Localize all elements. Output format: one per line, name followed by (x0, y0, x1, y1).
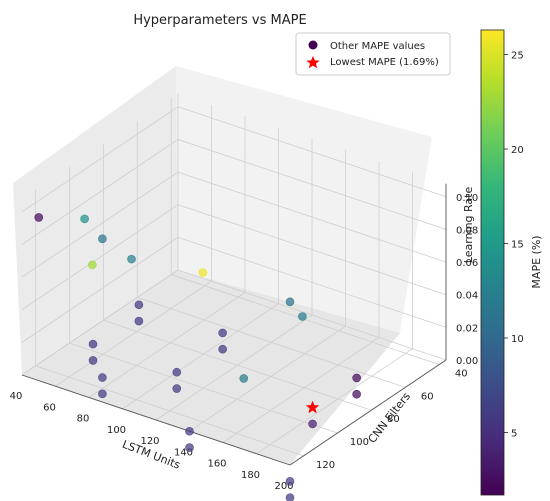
axis-line (289, 359, 447, 466)
colorbar-tick-label: 15 (511, 240, 524, 251)
grid-line (35, 365, 304, 457)
grid-line (21, 237, 179, 343)
scatter-point (88, 356, 98, 365)
grid-line (177, 171, 447, 263)
grid-line (177, 236, 447, 328)
x-tick-label: 200 (274, 481, 293, 492)
legend-label-lowest: Lowest MAPE (1.69%) (330, 57, 439, 68)
grid-line (177, 106, 447, 198)
grid-line (177, 269, 447, 361)
x-tick-label: 140 (174, 447, 193, 458)
y-tick-label: 40 (455, 369, 468, 380)
lowest-mape-star (305, 400, 320, 414)
y-tick-label: 120 (316, 460, 335, 471)
legend-frame (295, 32, 451, 76)
axis-lines (21, 183, 447, 466)
z-tick-label: 0.04 (456, 291, 478, 302)
x-tick-label: 100 (107, 425, 126, 436)
grid-line (21, 269, 179, 376)
scatter-points (34, 213, 361, 501)
scatter-point (98, 373, 107, 382)
legend-marker-lowest (306, 56, 320, 69)
scatter-point (218, 328, 227, 338)
grid-line (122, 303, 279, 410)
grid-line (256, 348, 413, 455)
colorbar-tick-label: 5 (511, 428, 517, 439)
scatter-point (185, 426, 194, 436)
grid-line (21, 171, 179, 278)
z-axis-label: Learning Rate (462, 187, 475, 264)
scatter-point (34, 213, 44, 222)
chart-title: Hyperparameters vs MAPE (133, 13, 306, 28)
x-tick-label: 160 (207, 459, 226, 470)
z-tick-label: 0.00 (456, 356, 478, 367)
axis-line (21, 374, 291, 466)
scatter-point (134, 316, 144, 326)
scatter-point (198, 268, 208, 277)
colorbar-tick-label: 10 (511, 334, 524, 345)
scatter-point (239, 374, 249, 383)
z-tick-label: 0.08 (456, 225, 478, 236)
scatter-point (352, 373, 361, 383)
tick-labels: 40 60 80 100 120 140 160 180 200 40 60 80 100 120 0.00… (10, 193, 479, 492)
z-tick-label: 0.06 (456, 258, 478, 269)
grid-line (103, 319, 372, 411)
scatter-point (218, 344, 227, 354)
scatter-point (172, 384, 182, 393)
colorbar-gradient (480, 29, 505, 496)
scatter-point (80, 214, 89, 224)
colorbar: 5 10 15 20 25 MAPE (%) (480, 29, 543, 496)
grid-line (155, 314, 313, 421)
legend: Other MAPE values Lowest MAPE (1.69%) (295, 32, 451, 76)
z-tick-label: 0.02 (456, 323, 478, 334)
grid-line (177, 204, 447, 296)
scatter-point (98, 234, 107, 244)
scatter-point (172, 367, 182, 377)
scatter-point (88, 260, 97, 270)
grid-line (69, 342, 338, 434)
colorbar-ticks: 5 10 15 20 25 (504, 51, 524, 439)
scatter-point (352, 389, 361, 399)
x-tick-label: 180 (241, 470, 260, 481)
scatter-point (298, 312, 307, 321)
grid-line (177, 139, 447, 230)
scatter-point (127, 254, 136, 264)
legend-marker-other (308, 40, 318, 50)
grid-line (55, 280, 212, 387)
scatter-point (134, 300, 144, 310)
x-tick-label: 120 (140, 436, 159, 447)
grid-line (21, 106, 179, 213)
legend-label-other: Other MAPE values (330, 41, 425, 52)
x-tick-label: 40 (10, 391, 23, 402)
y-tick-label: 100 (350, 437, 369, 448)
colorbar-tick-label: 20 (511, 145, 524, 156)
scatter-point (88, 339, 98, 349)
colorbar-label: MAPE (%) (530, 235, 543, 288)
scatter-point (308, 419, 317, 429)
x-tick-label: 80 (77, 414, 90, 425)
scatter-point (98, 389, 107, 399)
scatter-point (285, 477, 295, 486)
z-tick-label: 0.10 (456, 193, 478, 204)
scatter-point (185, 443, 194, 452)
y-tick-label: 60 (421, 391, 434, 402)
axes-panes (13, 66, 432, 465)
grid-line (21, 139, 179, 245)
grid-line (21, 204, 179, 311)
grid-line (222, 337, 380, 443)
x-tick-label: 60 (43, 402, 56, 413)
grid-line (88, 292, 246, 398)
pane-back-right (176, 66, 432, 333)
scatter-point (285, 297, 295, 307)
y-tick-label: 80 (387, 414, 400, 425)
grid-line (189, 325, 346, 432)
grid-line (137, 297, 406, 388)
scatter-point (285, 493, 295, 501)
colorbar-tick-label: 25 (511, 51, 524, 62)
